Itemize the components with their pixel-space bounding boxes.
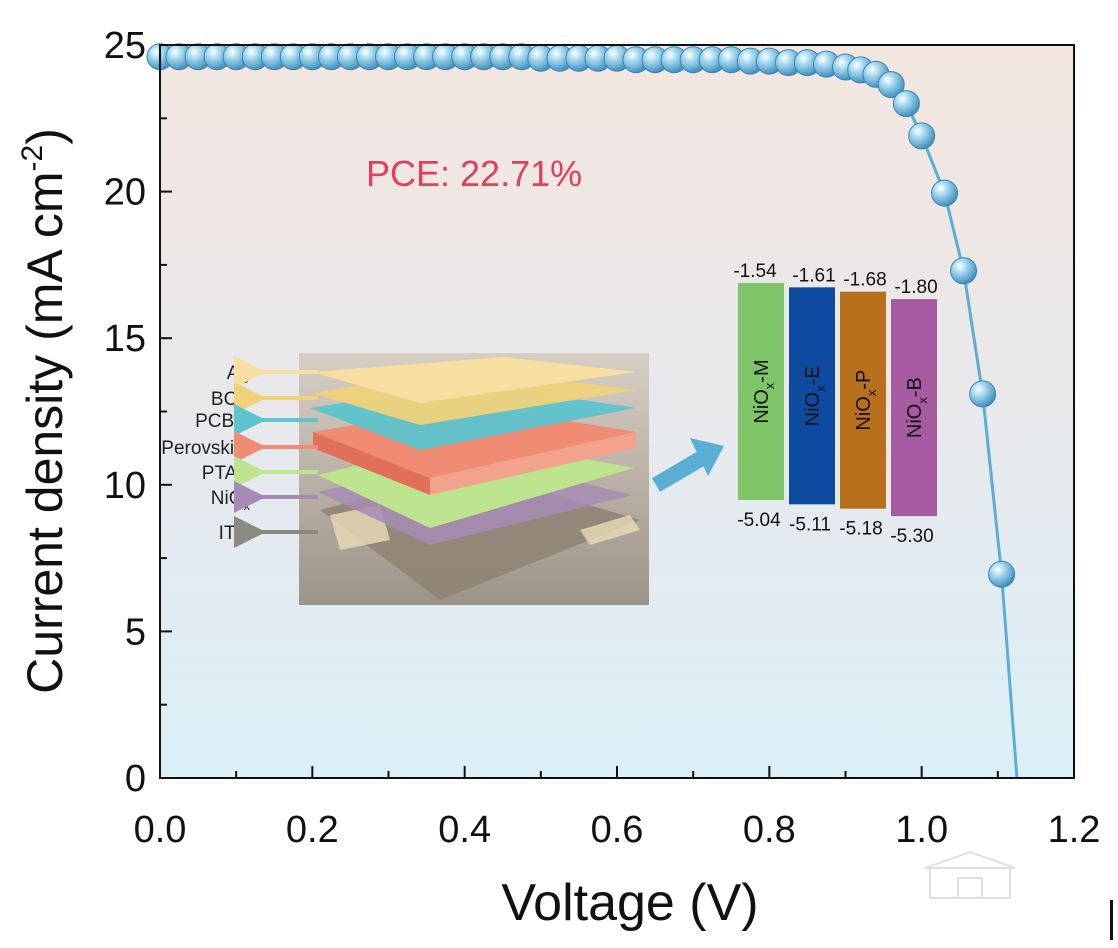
bar-name-suffix: -M: [751, 359, 773, 382]
layer-label: BCP: [211, 389, 250, 410]
bottom-level-label: -5.30: [890, 526, 933, 547]
inset-arrow: [651, 438, 724, 492]
y-tick-label: 25: [104, 25, 146, 67]
bar-name: NiOx-B: [904, 377, 930, 438]
bar-name-subscript: x: [762, 382, 777, 389]
layer-label-text: Perovskite: [161, 438, 250, 459]
bar-name-subscript: x: [813, 385, 828, 392]
top-level-label: -1.61: [792, 265, 835, 286]
y-axis-title-main: Current density (mA cm: [17, 171, 73, 693]
x-tick-label: 1.2: [1048, 809, 1101, 851]
layer-label: Ag: [227, 363, 250, 384]
x-tick-label: 0.0: [134, 809, 187, 851]
layer-label: Perovskite: [161, 438, 250, 459]
layer-label-text: NiO: [211, 488, 244, 509]
x-tick-label: 1.0: [895, 809, 948, 851]
x-tick-label: 0.6: [591, 809, 644, 851]
bar-name-suffix: -E: [802, 365, 824, 385]
x-tick-label: 0.4: [438, 809, 491, 851]
y-axis-title-superscript: -2: [16, 145, 49, 172]
top-level-label: -1.68: [843, 270, 886, 291]
x-axis-title: Voltage (V): [501, 874, 758, 932]
bar-name-subscript: x: [915, 397, 930, 404]
bottom-level-label: -5.04: [737, 510, 781, 531]
bar-name-suffix: -P: [853, 370, 875, 390]
layer-label-text: BCP: [211, 389, 250, 410]
energy-bar: [891, 299, 937, 517]
y-axis-title: Current density (mA cm-2): [16, 128, 73, 694]
layer-label-text: ITO: [219, 523, 250, 544]
top-level-label: -1.80: [894, 277, 937, 298]
data-point: [908, 122, 936, 150]
layer-label-text: Ag: [227, 363, 250, 384]
bar-name-text: NiO: [751, 389, 773, 423]
data-point: [950, 257, 978, 285]
bar-name-text: NiO: [904, 404, 926, 438]
y-tick-label: 20: [104, 172, 146, 214]
inset-device-stack: [299, 353, 649, 605]
edge-marker: [1110, 900, 1113, 940]
bar-name-subscript: x: [864, 389, 879, 396]
data-point: [969, 380, 997, 408]
layer-label-text: PTAA: [202, 463, 251, 484]
y-tick-label: 0: [125, 758, 146, 800]
data-point: [988, 560, 1016, 588]
bottom-level-label: -5.11: [789, 514, 831, 535]
watermark-emblem: [924, 850, 1016, 899]
bar-name-suffix: -B: [904, 377, 926, 397]
layer-label-text: PCBM: [195, 411, 250, 432]
y-tick-label: 15: [104, 318, 146, 360]
energy-bar: [789, 287, 835, 505]
y-tick-label: 5: [125, 611, 146, 653]
y-tick-label: 10: [104, 465, 146, 507]
x-tick-label: 0.2: [286, 809, 339, 851]
inset-energy-diagram: -1.54-5.04NiOx-M-1.61-5.11NiOx-E-1.68-5.…: [733, 261, 937, 547]
bottom-level-label: -5.18: [839, 519, 882, 540]
energy-bar: [738, 283, 784, 500]
data-point: [892, 90, 920, 118]
data-point: [931, 179, 958, 207]
layer-label: PTAA: [202, 463, 251, 484]
top-level-label: -1.54: [733, 261, 777, 282]
bar-name: NiOx-E: [802, 365, 828, 426]
chart-marks: [146, 43, 1019, 779]
layer-label: PCBM: [195, 411, 250, 432]
layer-label: ITO: [219, 523, 250, 544]
bar-name-text: NiO: [853, 396, 875, 430]
y-axis-title-close: ): [17, 128, 73, 145]
axis-ticks: 0.0 0.2 0.4 0.6 0.8 1.0 1.2 0 5 10 15 20 25: [104, 25, 1101, 851]
x-tick-label: 0.8: [743, 809, 796, 851]
bar-name-text: NiO: [802, 392, 824, 426]
layer-label-subscript: x: [244, 498, 251, 513]
bar-name: NiOx-M: [751, 359, 777, 423]
energy-bar: [840, 291, 886, 509]
pce-annotation: PCE: 22.71%: [366, 153, 582, 194]
data-point: [877, 71, 905, 99]
bar-name: NiOx-P: [853, 370, 879, 431]
